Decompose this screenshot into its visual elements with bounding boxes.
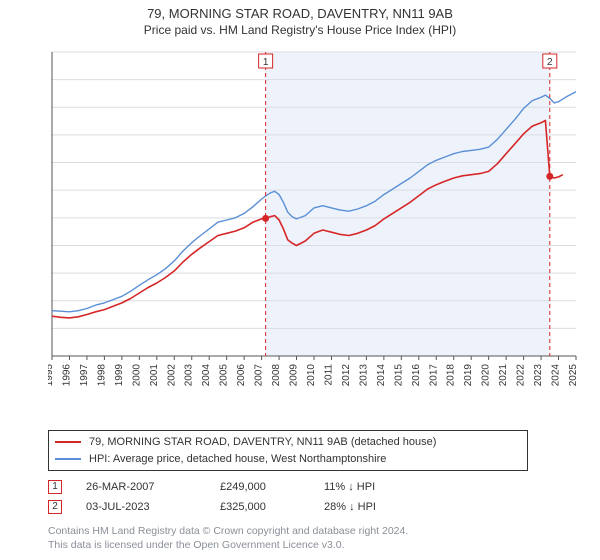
svg-text:2009: 2009 <box>289 364 300 387</box>
svg-text:2011: 2011 <box>323 364 334 386</box>
title-block: 79, MORNING STAR ROAD, DAVENTRY, NN11 9A… <box>0 0 600 37</box>
sale-marker-number: 1 <box>48 480 62 494</box>
sale-date: 26-MAR-2007 <box>86 481 196 493</box>
svg-text:2024: 2024 <box>551 364 562 387</box>
svg-text:2017: 2017 <box>428 364 439 387</box>
legend: 79, MORNING STAR ROAD, DAVENTRY, NN11 9A… <box>48 430 528 471</box>
svg-text:2014: 2014 <box>376 364 387 387</box>
sale-marker-row: 1 26-MAR-2007 £249,000 11% ↓ HPI <box>48 480 568 494</box>
legend-label: HPI: Average price, detached house, West… <box>89 451 386 468</box>
sale-price: £249,000 <box>220 481 300 493</box>
svg-text:2000: 2000 <box>131 364 142 387</box>
svg-text:2008: 2008 <box>271 364 282 387</box>
svg-text:2001: 2001 <box>149 364 160 387</box>
figure-root: 79, MORNING STAR ROAD, DAVENTRY, NN11 9A… <box>0 0 600 560</box>
svg-text:1998: 1998 <box>96 364 107 387</box>
svg-text:2: 2 <box>547 57 553 68</box>
svg-text:1997: 1997 <box>79 364 90 387</box>
sale-hpi-delta: 28% ↓ HPI <box>324 501 424 513</box>
sale-price: £325,000 <box>220 501 300 513</box>
svg-text:2006: 2006 <box>236 364 247 387</box>
svg-text:2020: 2020 <box>481 364 492 387</box>
footnote-line: This data is licensed under the Open Gov… <box>48 539 345 551</box>
svg-text:1996: 1996 <box>61 364 72 387</box>
sale-date: 03-JUL-2023 <box>86 501 196 513</box>
svg-text:2022: 2022 <box>516 364 527 387</box>
sale-marker-table: 1 26-MAR-2007 £249,000 11% ↓ HPI 2 03-JUL-202… <box>48 474 568 514</box>
svg-text:2023: 2023 <box>533 364 544 387</box>
svg-text:2004: 2004 <box>201 364 212 387</box>
svg-text:2016: 2016 <box>411 364 422 387</box>
svg-text:2005: 2005 <box>219 364 230 387</box>
svg-text:1995: 1995 <box>48 364 55 387</box>
svg-text:2012: 2012 <box>341 364 352 387</box>
legend-label: 79, MORNING STAR ROAD, DAVENTRY, NN11 9A… <box>89 434 436 451</box>
svg-text:1999: 1999 <box>114 364 125 387</box>
legend-item: HPI: Average price, detached house, West… <box>55 451 521 468</box>
footnote-line: Contains HM Land Registry data © Crown c… <box>48 525 408 537</box>
sale-hpi-delta: 11% ↓ HPI <box>324 481 424 493</box>
svg-text:2015: 2015 <box>393 364 404 387</box>
svg-text:2002: 2002 <box>166 364 177 387</box>
legend-swatch <box>55 458 81 460</box>
svg-text:1: 1 <box>263 57 269 68</box>
svg-text:2010: 2010 <box>306 364 317 387</box>
svg-text:2007: 2007 <box>254 364 265 387</box>
legend-item: 79, MORNING STAR ROAD, DAVENTRY, NN11 9A… <box>55 434 521 451</box>
attribution-footnote: Contains HM Land Registry data © Crown c… <box>48 524 578 552</box>
line-chart: £0£50K£100K£150K£200K£250K£300K£350K£400… <box>48 48 580 398</box>
svg-text:2025: 2025 <box>568 364 579 387</box>
svg-text:2019: 2019 <box>463 364 474 387</box>
svg-text:2021: 2021 <box>498 364 509 387</box>
svg-text:2003: 2003 <box>184 364 195 387</box>
legend-swatch <box>55 441 81 443</box>
figure-subtitle: Price paid vs. HM Land Registry's House … <box>0 23 600 37</box>
sale-marker-number: 2 <box>48 500 62 514</box>
svg-text:2018: 2018 <box>446 364 457 387</box>
figure-title: 79, MORNING STAR ROAD, DAVENTRY, NN11 9A… <box>0 6 600 21</box>
svg-text:2013: 2013 <box>358 364 369 387</box>
sale-marker-row: 2 03-JUL-2023 £325,000 28% ↓ HPI <box>48 500 568 514</box>
chart-area: £0£50K£100K£150K£200K£250K£300K£350K£400… <box>48 48 580 398</box>
